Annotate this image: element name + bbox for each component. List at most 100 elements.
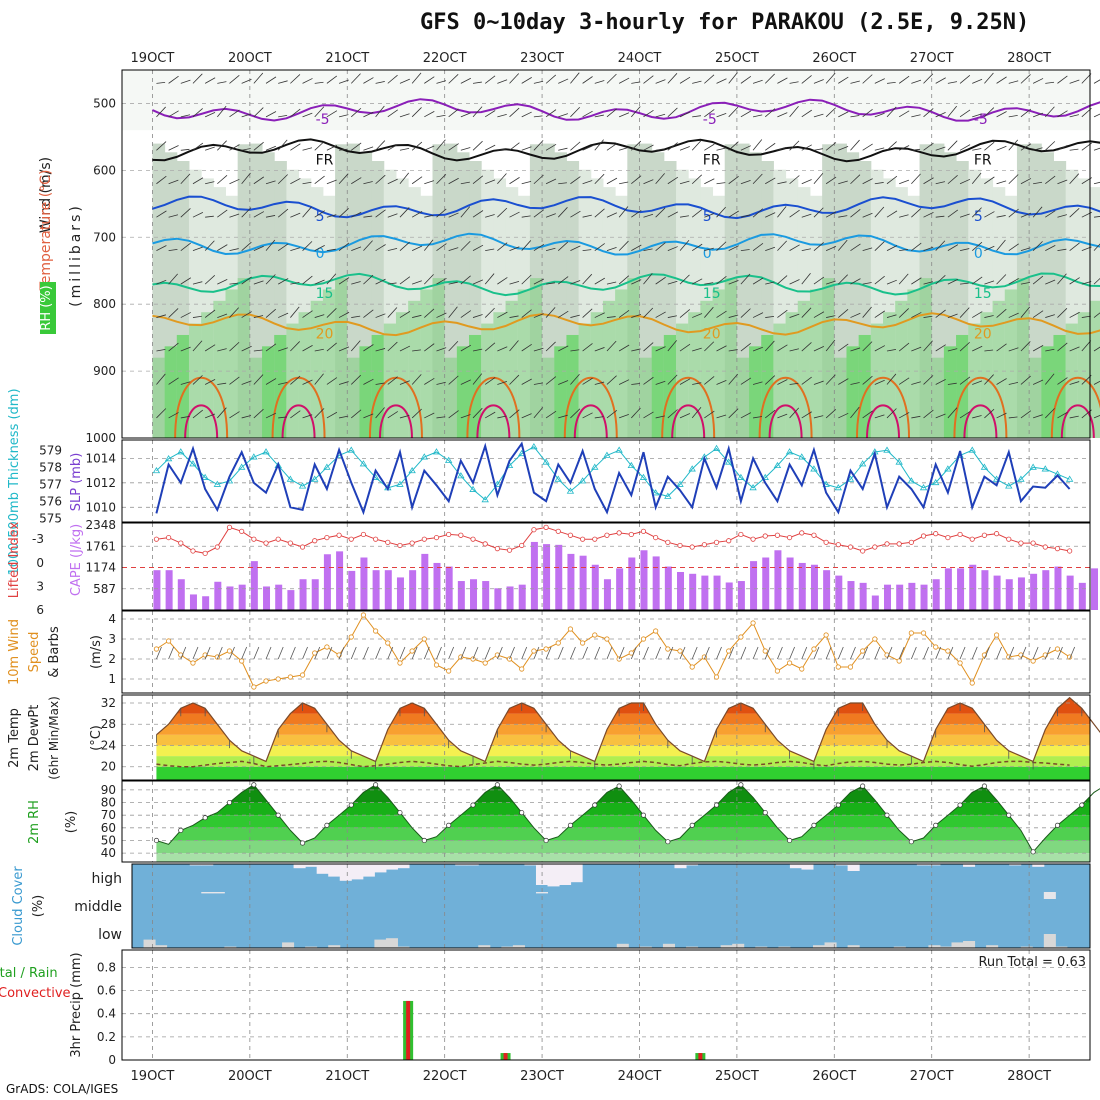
wind-barb (460, 147, 471, 151)
wind-barb (545, 307, 556, 318)
rh-moist-col-63 (919, 278, 933, 438)
wind-barb (813, 311, 825, 318)
li-point-56 (835, 542, 841, 548)
wind-barb (338, 311, 350, 318)
wind-barb (655, 311, 666, 318)
wind-barb (217, 382, 227, 385)
wind10m-barb-58 (862, 646, 869, 660)
wind-barb (728, 373, 739, 385)
rh-moist-col-39 (627, 278, 640, 438)
wind-barb (156, 349, 166, 352)
wind-barb (558, 182, 567, 185)
wind-barb (472, 314, 483, 318)
wind-speed-point-48 (738, 634, 744, 640)
thickness-point-54 (810, 465, 818, 472)
wind-barb (971, 172, 982, 185)
wind-barb (899, 248, 909, 252)
wind-barb (777, 309, 788, 318)
wind-barb (777, 275, 788, 285)
wind-barb (265, 412, 277, 419)
wind-barb (387, 411, 398, 419)
thickness-point-22 (420, 453, 429, 460)
day-label-bottom-3: 22OCT (423, 1069, 467, 1084)
wind-speed-point-12 (299, 672, 306, 678)
day-label-top-0: 19OCT (131, 51, 175, 66)
wind-barb (935, 112, 946, 118)
wind-barb (570, 176, 581, 185)
wind-barb (643, 213, 654, 218)
wind-barb (521, 240, 532, 251)
cloud-low-80 (1055, 946, 1068, 948)
thickness-point-47 (725, 458, 733, 465)
wind-barb (838, 180, 848, 185)
wind-barb (485, 144, 496, 151)
wind-barb (180, 381, 191, 385)
wind-barb (424, 274, 434, 285)
wind-barb (752, 79, 763, 84)
wind-barb (898, 342, 910, 352)
isotherm-label-2-0: 5 (316, 209, 325, 225)
rh-moist-col-76 (1077, 312, 1091, 438)
cloud-low-15 (305, 946, 318, 948)
wind-barb (509, 340, 519, 352)
wind-barb (1020, 410, 1032, 419)
wind-barb (570, 141, 581, 151)
wind-barb (412, 349, 421, 352)
rh-band-1 (156, 840, 1090, 854)
wind-speed-point-30 (519, 666, 525, 672)
wind-barb (947, 81, 958, 84)
cloud-high-69 (928, 864, 941, 866)
wind-barb (692, 278, 703, 285)
rh-point-4 (202, 815, 208, 821)
wind-barb (862, 306, 872, 318)
wind-barb (898, 273, 909, 285)
wind-barb (752, 242, 764, 251)
wind-barb (533, 209, 545, 218)
wind-barb (1008, 381, 1019, 385)
wind-barb (582, 308, 593, 318)
wind-barb (996, 215, 1006, 218)
wind-barb (667, 107, 678, 118)
wind-barb (472, 407, 483, 419)
rh-point-0 (153, 837, 159, 844)
wind-barb (972, 311, 983, 318)
wind-barb (582, 249, 592, 252)
wind10m-barb-72 (1032, 646, 1039, 660)
isotherm-label-1-0: FR (316, 152, 334, 168)
day-label-top-4: 23OCT (520, 51, 564, 66)
wind-barb (363, 309, 374, 318)
wind-barb (1069, 415, 1079, 419)
wind10m-barb-40 (643, 646, 649, 660)
wind-barb (813, 415, 824, 419)
rh-moist-col-10 (274, 334, 287, 438)
wind-barb (521, 111, 532, 118)
wind-barb (1020, 143, 1032, 151)
wind-barb (959, 178, 971, 185)
li-point-17 (360, 531, 367, 538)
rh-moist-col-14 (322, 289, 336, 438)
thickness-point-33 (554, 475, 562, 482)
thickness-point-37 (603, 451, 611, 458)
wind-barb (679, 378, 691, 385)
wind-barb (813, 276, 825, 285)
wind-barb (387, 282, 397, 285)
cape-bar-42 (664, 566, 672, 610)
wind-barb (168, 214, 179, 218)
rh-moist-col-32 (542, 357, 555, 438)
wind-barb (192, 375, 203, 385)
wind-barb (753, 416, 763, 419)
wind10m-barb-66 (959, 646, 966, 660)
wind-barb (631, 106, 641, 118)
wind-barb (436, 139, 446, 151)
thickness-point-8 (250, 453, 258, 460)
wind-barb (217, 407, 227, 419)
wind-barb (716, 182, 726, 185)
wind-barb (606, 177, 618, 185)
wind-barb (801, 376, 812, 385)
day-label-bottom-0: 19OCT (131, 1069, 175, 1084)
wind-barb (984, 374, 994, 385)
cape-bar-41 (652, 556, 660, 610)
cloud-high-61 (836, 864, 849, 866)
wind-barb (509, 177, 520, 185)
wind10m-barb-24 (448, 646, 455, 660)
